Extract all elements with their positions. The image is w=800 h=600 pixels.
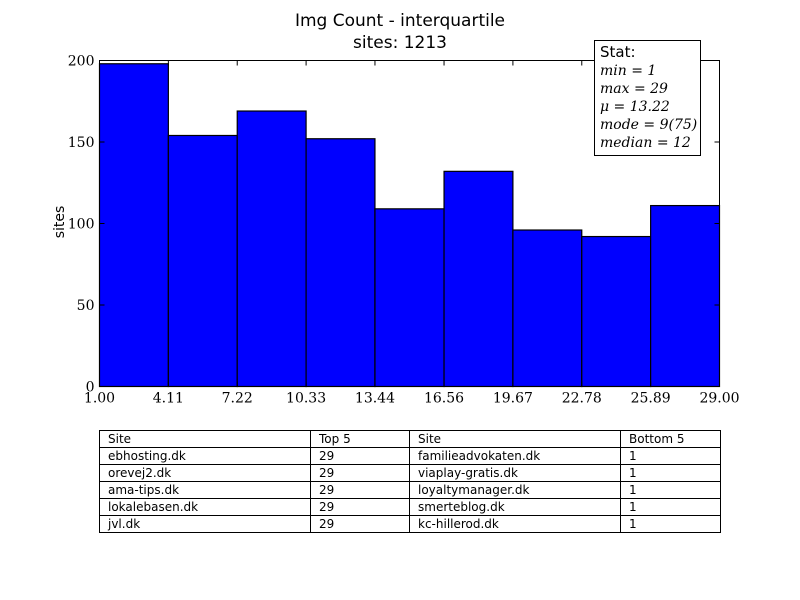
table-row: lokalebasen.dk 29 smerteblog.dk 1	[99, 498, 721, 516]
x-tick-label: 29.00	[699, 391, 739, 407]
cell-top-count: 29	[310, 481, 410, 499]
stats-line: min = 1	[600, 63, 656, 79]
stats-box-frame	[594, 40, 701, 156]
cell-top-count: 29	[310, 447, 410, 465]
cell-top-site: lokalebasen.dk	[99, 498, 311, 516]
y-ticks-group: 0 50 100 150 200	[68, 54, 720, 396]
x-tick-label: 4.11	[153, 391, 184, 407]
histogram-bar	[443, 170, 514, 388]
y-tick-label: 200	[68, 54, 95, 70]
y-tick-label: 50	[77, 298, 95, 314]
y-tick-label: 0	[86, 380, 95, 396]
y-tick-label: 100	[68, 217, 95, 233]
cell-top-count: 29	[310, 515, 410, 533]
x-tick-label: 19.67	[493, 391, 533, 407]
x-ticks-group: 1.00 4.11 7.22 10.33 13.44 16.56 19.67 22.78 25.…	[84, 60, 740, 407]
table-row: orevej2.dk 29 viaplay-gratis.dk 1	[99, 464, 721, 482]
cell-bottom-site: loyaltymanager.dk	[409, 481, 621, 499]
cell-bottom-site: kc-hillerod.dk	[409, 515, 621, 533]
cell-bottom-count: 1	[620, 498, 721, 516]
table-row: ama-tips.dk 29 loyaltymanager.dk 1	[99, 481, 721, 499]
x-tick-label: 22.78	[562, 391, 602, 407]
stats-line: max = 29	[600, 81, 668, 97]
cell-bottom-count: 1	[620, 447, 721, 465]
histogram-bar	[512, 229, 583, 388]
cell-bottom-count: 1	[620, 515, 721, 533]
x-tick-label: 16.56	[424, 391, 464, 407]
histogram-bar	[98, 63, 169, 388]
header-top-5: Top 5	[310, 430, 410, 448]
x-tick-label: 7.22	[222, 391, 253, 407]
cell-bottom-site: familieadvokaten.dk	[409, 447, 621, 465]
table-header-row: Site Top 5 Site Bottom 5	[99, 430, 721, 448]
stats-line: median = 12	[600, 135, 691, 151]
histogram-bar	[374, 208, 445, 388]
cell-top-site: orevej2.dk	[99, 464, 311, 482]
stats-box: Stat: min = 1 max = 29 μ = 13.22 mode = 9(7…	[594, 40, 701, 156]
cell-bottom-count: 1	[620, 481, 721, 499]
x-tick-label: 1.00	[84, 391, 115, 407]
table-row: ebhosting.dk 29 familieadvokaten.dk 1	[99, 447, 721, 465]
cell-bottom-count: 1	[620, 464, 721, 482]
y-tick-label: 150	[68, 135, 95, 151]
histogram-bar	[167, 134, 238, 388]
stats-line: μ = 13.22	[600, 99, 670, 115]
histogram-bar	[581, 235, 652, 388]
x-tick-label: 25.89	[631, 391, 671, 407]
header-site-bottom: Site	[409, 430, 621, 448]
histogram-chart: Img Count - interquartile sites: 1213 si…	[52, 11, 740, 407]
bars-group	[98, 63, 721, 388]
y-axis-label: sites	[52, 206, 68, 239]
histogram-bar	[305, 138, 376, 388]
top-bottom-sites-table: Site Top 5 Site Bottom 5 ebhosting.dk 29…	[99, 430, 721, 533]
cell-bottom-site: viaplay-gratis.dk	[409, 464, 621, 482]
cell-top-site: ama-tips.dk	[99, 481, 311, 499]
header-site-top: Site	[99, 430, 311, 448]
cell-top-site: ebhosting.dk	[99, 447, 311, 465]
cell-top-count: 29	[310, 498, 410, 516]
histogram-bar	[650, 204, 721, 388]
table-row: jvl.dk 29 kc-hillerod.dk 1	[99, 515, 721, 533]
chart-title: Img Count - interquartile	[295, 11, 505, 31]
cell-bottom-site: smerteblog.dk	[409, 498, 621, 516]
cell-top-count: 29	[310, 464, 410, 482]
chart-subtitle: sites: 1213	[353, 33, 447, 53]
histogram-bar	[236, 110, 307, 388]
stats-line: mode = 9(75)	[600, 117, 697, 133]
x-tick-label: 10.33	[286, 391, 326, 407]
stats-header: Stat:	[600, 43, 636, 61]
header-bottom-5: Bottom 5	[620, 430, 721, 448]
cell-top-site: jvl.dk	[99, 515, 311, 533]
x-tick-label: 13.44	[355, 391, 395, 407]
